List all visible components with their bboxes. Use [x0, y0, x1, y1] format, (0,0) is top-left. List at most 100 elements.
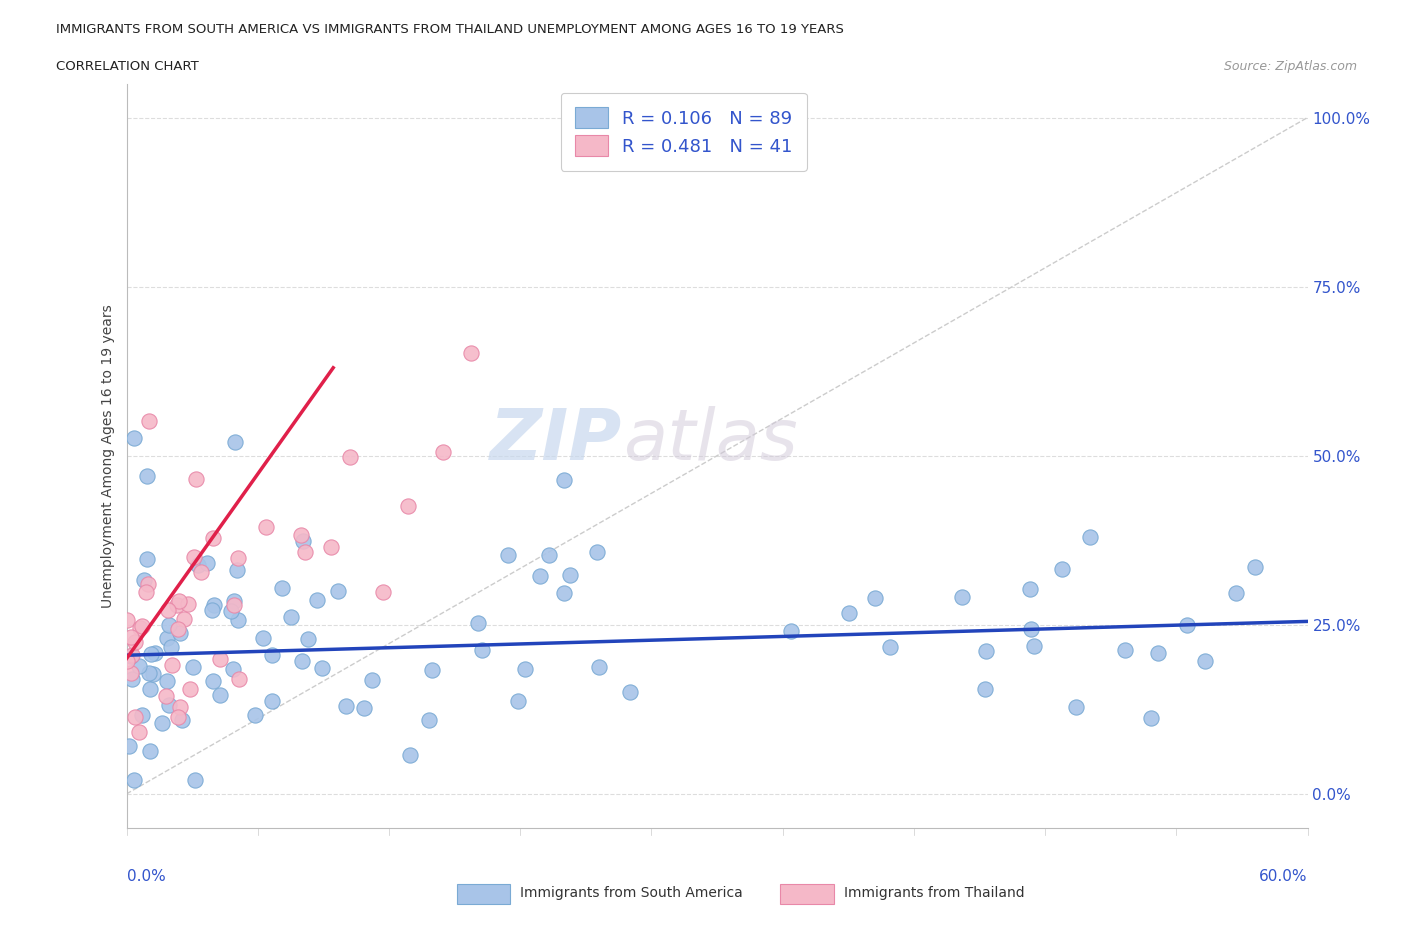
Point [135, 584, 157, 599]
Point [1225, 585, 1247, 600]
Point [252, 631, 274, 645]
Point [115, 612, 138, 627]
Text: IMMIGRANTS FROM SOUTH AMERICA VS IMMIGRANTS FROM THAILAND UNEMPLOYMENT AMONG AGE: IMMIGRANTS FROM SOUTH AMERICA VS IMMIGRA… [56, 23, 844, 36]
Point [166, 598, 188, 613]
Point [221, 661, 243, 676]
Point [118, 738, 141, 753]
Point [138, 413, 160, 428]
Point [167, 622, 190, 637]
Point [879, 639, 901, 654]
Point [420, 662, 443, 677]
Point [136, 577, 159, 591]
Point [156, 602, 179, 617]
Point [254, 520, 277, 535]
Point [155, 689, 177, 704]
Point [143, 645, 166, 660]
Point [138, 666, 160, 681]
Point [326, 584, 349, 599]
Point [399, 747, 422, 762]
Point [201, 530, 224, 545]
Point [156, 631, 179, 645]
Point [262, 694, 284, 709]
Point [187, 558, 209, 573]
Point [150, 716, 173, 731]
Point [228, 671, 250, 686]
Text: 60.0%: 60.0% [1260, 869, 1308, 883]
Point [1139, 711, 1161, 726]
Point [222, 597, 245, 612]
Text: 0.0%: 0.0% [127, 869, 166, 883]
Point [124, 634, 146, 649]
Point [780, 624, 803, 639]
Point [195, 555, 218, 570]
Point [139, 682, 162, 697]
Point [128, 658, 150, 673]
Point [177, 596, 200, 611]
Point [169, 593, 191, 608]
Point [1175, 618, 1198, 632]
Point [291, 533, 314, 548]
Point [190, 565, 212, 579]
Point [139, 647, 162, 662]
Point [1114, 642, 1136, 657]
Point [184, 472, 207, 486]
Point [950, 590, 973, 604]
Point [496, 548, 519, 563]
Point [202, 673, 225, 688]
Point [297, 631, 319, 646]
Point [120, 630, 142, 644]
Point [179, 682, 201, 697]
Point [226, 563, 249, 578]
Point [226, 612, 249, 627]
Point [142, 667, 165, 682]
Point [396, 498, 419, 513]
Point [135, 469, 157, 484]
Point [224, 434, 246, 449]
Point [183, 550, 205, 565]
Point [294, 544, 316, 559]
Point [122, 431, 145, 445]
Point [115, 654, 138, 669]
Point [560, 568, 582, 583]
Point [335, 698, 357, 713]
Point [353, 700, 375, 715]
Legend: R = 0.106   N = 89, R = 0.481   N = 41: R = 0.106 N = 89, R = 0.481 N = 41 [561, 93, 807, 170]
Point [121, 671, 143, 686]
Point [553, 586, 575, 601]
Point [120, 649, 142, 664]
Point [224, 593, 246, 608]
Point [184, 773, 207, 788]
Point [183, 659, 205, 674]
Point [156, 674, 179, 689]
Point [159, 618, 181, 632]
Point [361, 672, 384, 687]
Point [529, 569, 551, 584]
Point [1243, 559, 1265, 574]
Point [134, 573, 156, 588]
Point [418, 713, 440, 728]
Point [219, 603, 242, 618]
Point [471, 643, 494, 658]
Point [588, 659, 610, 674]
Point [243, 708, 266, 723]
Point [271, 581, 294, 596]
Point [619, 684, 641, 699]
Point [260, 647, 283, 662]
Point [131, 618, 153, 633]
Point [586, 545, 609, 560]
Point [159, 640, 181, 655]
Point [131, 708, 153, 723]
Text: Source: ZipAtlas.com: Source: ZipAtlas.com [1223, 60, 1357, 73]
Point [139, 743, 162, 758]
Point [202, 597, 225, 612]
Point [432, 445, 454, 459]
Point [173, 612, 195, 627]
Point [280, 609, 302, 624]
Point [121, 647, 143, 662]
Point [128, 620, 150, 635]
Point [371, 585, 394, 600]
Point [120, 666, 142, 681]
Point [124, 710, 146, 724]
Point [167, 710, 190, 724]
Text: atlas: atlas [623, 406, 797, 475]
